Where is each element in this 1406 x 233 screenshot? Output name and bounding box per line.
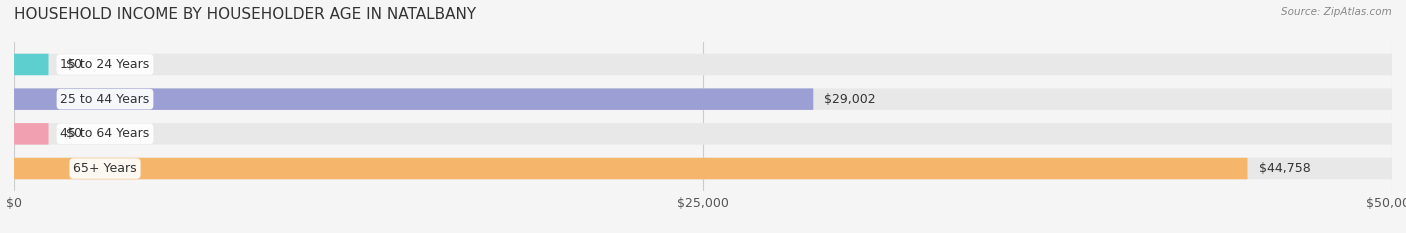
FancyBboxPatch shape [14, 158, 1392, 179]
Text: $29,002: $29,002 [824, 93, 876, 106]
Text: $44,758: $44,758 [1258, 162, 1310, 175]
Text: $0: $0 [66, 58, 83, 71]
FancyBboxPatch shape [14, 158, 1247, 179]
FancyBboxPatch shape [14, 54, 48, 75]
Text: 45 to 64 Years: 45 to 64 Years [60, 127, 149, 140]
FancyBboxPatch shape [14, 123, 48, 145]
FancyBboxPatch shape [14, 123, 1392, 145]
Text: 15 to 24 Years: 15 to 24 Years [60, 58, 149, 71]
Text: 25 to 44 Years: 25 to 44 Years [60, 93, 149, 106]
Text: 65+ Years: 65+ Years [73, 162, 136, 175]
Text: $0: $0 [66, 127, 83, 140]
Text: HOUSEHOLD INCOME BY HOUSEHOLDER AGE IN NATALBANY: HOUSEHOLD INCOME BY HOUSEHOLDER AGE IN N… [14, 7, 477, 22]
Text: Source: ZipAtlas.com: Source: ZipAtlas.com [1281, 7, 1392, 17]
FancyBboxPatch shape [14, 88, 1392, 110]
FancyBboxPatch shape [14, 88, 813, 110]
FancyBboxPatch shape [14, 54, 1392, 75]
